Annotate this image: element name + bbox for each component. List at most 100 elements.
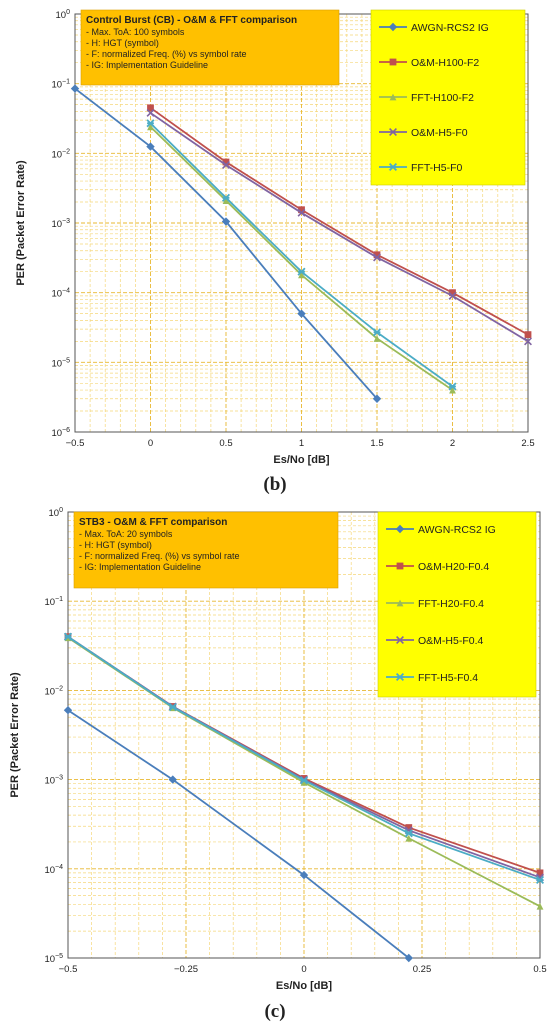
series-fft-h5-f0-4 bbox=[63, 632, 545, 884]
data-point bbox=[297, 208, 306, 217]
data-point bbox=[222, 158, 230, 166]
legend-item-fft-h100-f2: FFT-H100-F2 bbox=[379, 92, 474, 104]
legend-swatch-marker bbox=[389, 58, 397, 66]
data-point bbox=[70, 84, 80, 93]
annotation-line: - Max. ToA: 20 symbols bbox=[79, 529, 173, 539]
data-point bbox=[449, 386, 456, 394]
y-tick-label: 10−4 bbox=[44, 864, 63, 876]
data-point bbox=[300, 775, 308, 782]
legend-label: O&M-H5-F0 bbox=[411, 127, 468, 139]
annotation-title: STB3 - O&M & FFT comparison bbox=[79, 517, 227, 528]
data-point bbox=[63, 632, 73, 641]
annotation-line: - F: normalized Freq. (%) vs symbol rate bbox=[86, 49, 247, 59]
grid bbox=[67, 511, 541, 959]
legend-item-o-m-h5-f0-4: O&M-H5-F0.4 bbox=[386, 635, 484, 647]
series-line-o-m-h100-f2 bbox=[149, 107, 529, 336]
legend-item-fft-h20-f0-4: FFT-H20-F0.4 bbox=[386, 598, 484, 610]
legend-swatch-marker bbox=[396, 636, 404, 644]
data-point bbox=[373, 251, 381, 259]
x-tick-label: 0.5 bbox=[219, 438, 232, 449]
legend-swatch-marker bbox=[389, 128, 397, 136]
x-tick-label: −0.25 bbox=[174, 964, 198, 975]
legend-label: FFT-H5-F0 bbox=[411, 162, 462, 174]
data-point bbox=[536, 869, 544, 877]
data-point bbox=[146, 119, 155, 128]
legend-item-o-m-h20-f0-4: O&M-H20-F0.4 bbox=[386, 561, 489, 573]
series-line-awgn-rcs2-ig bbox=[67, 709, 410, 959]
x-axis-title: Es/No [dB] bbox=[273, 454, 330, 466]
series-o-m-h100-f2 bbox=[147, 104, 532, 339]
annotation-line: - F: normalized Freq. (%) vs symbol rate bbox=[79, 551, 240, 561]
x-tick-label: 2 bbox=[450, 438, 455, 449]
annotation-line: - H: HGT (symbol) bbox=[79, 540, 152, 550]
x-tick-label: 2.5 bbox=[521, 438, 534, 449]
data-point bbox=[221, 193, 231, 202]
legend-item-o-m-h5-f0: O&M-H5-F0 bbox=[379, 127, 468, 139]
annotation-line: - IG: Implementation Guideline bbox=[79, 562, 201, 572]
legend-label: AWGN-RCS2 IG bbox=[418, 524, 496, 536]
data-point bbox=[168, 775, 177, 784]
annotation-line: - Max. ToA: 100 symbols bbox=[86, 27, 185, 37]
data-point bbox=[449, 289, 456, 297]
y-tick-label: 10−4 bbox=[51, 288, 70, 300]
figure-label-c: (c) bbox=[264, 1001, 286, 1022]
series-awgn-rcs2-ig bbox=[70, 84, 382, 403]
data-point bbox=[168, 703, 177, 712]
y-tick-label: 10−1 bbox=[51, 79, 70, 91]
series-line-o-m-h5-f0 bbox=[149, 112, 529, 343]
legend-swatch-marker bbox=[388, 162, 398, 172]
data-point bbox=[448, 382, 457, 391]
legend-box bbox=[377, 511, 537, 698]
y-axis-title: PER (Packet Error Rate) bbox=[9, 672, 21, 798]
annotation-line: - H: HGT (symbol) bbox=[86, 38, 159, 48]
legend-label: O&M-H100-F2 bbox=[411, 57, 479, 69]
legend-label: FFT-H20-F0.4 bbox=[418, 598, 484, 610]
data-point bbox=[524, 337, 532, 346]
data-point bbox=[300, 779, 308, 786]
y-tick-label: 100 bbox=[49, 507, 64, 519]
x-tick-label: 1 bbox=[299, 438, 304, 449]
data-point bbox=[373, 335, 381, 342]
legend-label: FFT-H100-F2 bbox=[411, 92, 474, 104]
legend-swatch-marker bbox=[388, 22, 398, 32]
x-tick-label: −0.5 bbox=[59, 964, 78, 975]
y-tick-label: 10−3 bbox=[51, 218, 70, 230]
legend-swatch-marker bbox=[396, 562, 404, 570]
data-point bbox=[222, 197, 230, 204]
data-point bbox=[221, 217, 231, 226]
data-point bbox=[405, 834, 413, 842]
data-point bbox=[298, 271, 305, 279]
data-point bbox=[147, 123, 154, 131]
annotation-box bbox=[73, 511, 339, 589]
y-tick-label: 10−1 bbox=[44, 596, 63, 608]
x-tick-label: 0.25 bbox=[413, 964, 432, 975]
data-point bbox=[448, 291, 457, 300]
legend-label: AWGN-RCS2 IG bbox=[411, 22, 489, 34]
data-point bbox=[297, 267, 306, 276]
data-point bbox=[298, 206, 305, 214]
data-point bbox=[299, 776, 309, 785]
series-fft-h100-f2 bbox=[147, 123, 456, 394]
series-o-m-h5-f0 bbox=[146, 108, 532, 346]
data-point bbox=[147, 104, 154, 112]
legend-label: FFT-H5-F0.4 bbox=[418, 672, 478, 684]
data-point bbox=[372, 328, 382, 337]
x-tick-label: 0 bbox=[301, 964, 306, 975]
x-tick-label: 0.5 bbox=[533, 964, 546, 975]
x-tick-label: 0 bbox=[148, 438, 153, 449]
y-tick-label: 100 bbox=[56, 9, 71, 21]
legend-item-awgn-rcs2-ig: AWGN-RCS2 IG bbox=[386, 524, 496, 536]
data-point bbox=[372, 394, 382, 403]
data-point bbox=[405, 824, 413, 831]
data-point bbox=[536, 902, 544, 910]
data-point bbox=[373, 253, 381, 262]
legend-swatch-marker bbox=[395, 524, 405, 534]
y-tick-label: 10−2 bbox=[51, 148, 70, 160]
legend-label: O&M-H5-F0.4 bbox=[418, 635, 484, 647]
legend-swatch-marker bbox=[389, 93, 397, 101]
data-point bbox=[524, 331, 532, 339]
data-point bbox=[146, 142, 155, 151]
annotation-title: Control Burst (CB) - O&M & FFT compariso… bbox=[86, 15, 297, 26]
